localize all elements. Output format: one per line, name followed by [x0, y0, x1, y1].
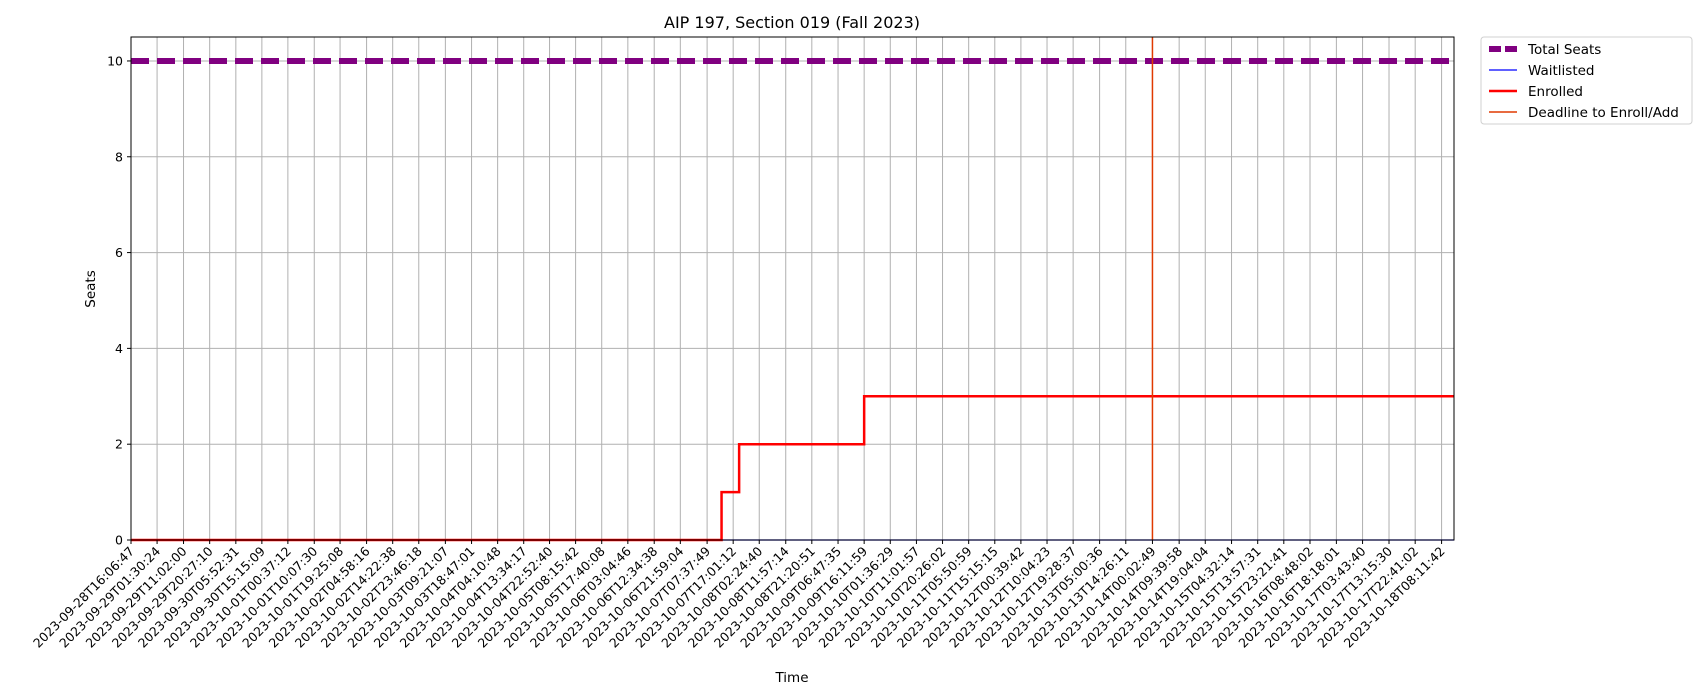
- y-axis-label: Seats: [83, 270, 99, 307]
- y-tick-label: 8: [115, 149, 123, 164]
- legend-label: Waitlisted: [1528, 63, 1595, 79]
- x-axis-label: Time: [774, 670, 808, 686]
- gridlines: [130, 37, 1454, 541]
- y-axis: 0 2 4 6 8 10: [107, 53, 131, 548]
- legend-box: [1480, 36, 1693, 125]
- series-enrolled: [131, 395, 1454, 542]
- legend-label: Total Seats: [1527, 42, 1601, 58]
- y-tick-label: 0: [115, 533, 123, 548]
- y-tick-label: 4: [115, 341, 123, 356]
- chart-title: AIP 197, Section 019 (Fall 2023): [664, 13, 920, 32]
- legend-label: Enrolled: [1528, 84, 1583, 100]
- legend-label: Deadline to Enroll/Add: [1528, 105, 1679, 121]
- plot-area: [131, 37, 1454, 540]
- plot-border: [130, 36, 1455, 541]
- y-tick-label: 2: [115, 437, 123, 452]
- legend: Total Seats Waitlisted Enrolled Deadline to…: [1480, 36, 1693, 125]
- x-axis: 2023-09-28T16:06:472023-09-29T01:30:2420…: [30, 540, 1448, 651]
- y-tick-label: 6: [115, 245, 123, 260]
- y-tick-label: 10: [107, 53, 123, 68]
